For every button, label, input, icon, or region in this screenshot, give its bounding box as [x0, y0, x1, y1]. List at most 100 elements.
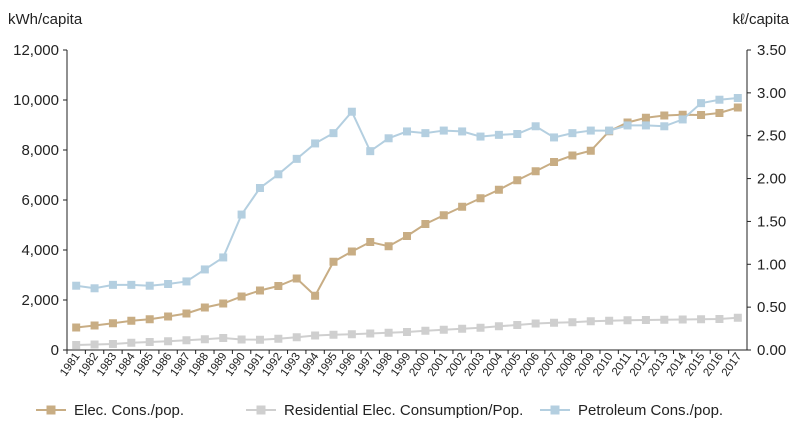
series-point — [329, 330, 338, 339]
series-line — [76, 106, 739, 329]
series-point — [366, 147, 375, 156]
series-point — [421, 129, 430, 138]
series-point — [237, 292, 246, 301]
series-point — [550, 158, 559, 166]
series-point — [347, 107, 356, 116]
series-point — [292, 333, 301, 342]
series-point — [200, 265, 209, 274]
series-point — [145, 281, 154, 290]
series-point — [586, 126, 595, 135]
series-point — [715, 315, 724, 323]
legend-entry: Residential Elec. Consumption/Pop. — [246, 402, 523, 419]
series-point — [219, 253, 228, 262]
series-point — [403, 127, 411, 136]
series-point — [513, 176, 522, 185]
series-point — [72, 341, 81, 349]
series-point — [421, 326, 430, 335]
series-point — [697, 315, 706, 324]
legend-entry: Elec. Cons./pop. — [36, 402, 184, 419]
series-point — [72, 323, 81, 332]
series-point — [311, 291, 320, 300]
series-point — [255, 335, 264, 344]
series-point — [219, 299, 228, 308]
series-point — [274, 170, 283, 179]
series-point — [678, 115, 687, 124]
series-point — [733, 94, 742, 102]
series-2 — [72, 313, 742, 349]
series-point — [127, 280, 136, 289]
series-point — [660, 315, 669, 324]
series-point — [127, 316, 136, 325]
series-1 — [72, 103, 742, 332]
right-axis-tick-label: 2.00 — [757, 171, 786, 188]
series-point — [476, 323, 485, 332]
left-axis-tick-label: 12,000 — [13, 42, 59, 59]
series-point — [200, 335, 209, 344]
series-point — [384, 328, 393, 337]
series-point — [182, 336, 191, 345]
series-point — [513, 321, 522, 329]
series-point — [458, 127, 467, 136]
legend-swatch-marker — [256, 405, 266, 415]
series-point — [182, 277, 191, 286]
series-point — [439, 126, 448, 135]
right-axis-tick-label: 2.50 — [757, 128, 786, 145]
series-point — [421, 220, 430, 228]
series-point — [605, 126, 614, 135]
series-point — [403, 232, 411, 240]
series-point — [90, 284, 99, 293]
series-3 — [72, 94, 742, 293]
right-axis-tick-label: 0.50 — [757, 299, 786, 316]
series-point — [182, 309, 191, 318]
right-axis-tick-label: 0.00 — [757, 342, 786, 359]
right-axis-tick-label: 3.00 — [757, 85, 786, 102]
left-axis-tick-label: 10,000 — [13, 92, 59, 109]
series-point — [641, 113, 650, 122]
series-point — [403, 328, 411, 336]
series-point — [733, 313, 742, 322]
series-point — [458, 202, 467, 211]
axes: 0 2,000 4,000 6,000 8,000 10,000 12,000 0.00 0.5… — [13, 42, 786, 379]
series-point — [715, 109, 724, 117]
series-point — [660, 122, 669, 131]
series-point — [531, 122, 540, 131]
series-point — [347, 247, 356, 256]
series-point — [329, 129, 338, 138]
x-axis-tick-label: 2010 — [591, 351, 616, 379]
series-point — [733, 103, 742, 112]
left-axis-tick-label: 2,000 — [21, 292, 59, 309]
series-point — [697, 111, 706, 119]
series-point — [458, 324, 467, 333]
series-point — [366, 238, 375, 246]
series-point — [329, 257, 338, 266]
series-point — [568, 151, 577, 160]
series-point — [237, 335, 246, 344]
series-line — [76, 97, 738, 290]
series-point — [164, 312, 173, 321]
legend: Elec. Cons./pop. Residential Elec. Consum… — [36, 402, 723, 419]
series-point — [531, 319, 540, 328]
series-point — [255, 184, 264, 192]
series-point — [605, 316, 614, 325]
series-point — [108, 340, 117, 348]
series-point — [697, 99, 706, 108]
legend-swatch-marker — [46, 405, 56, 415]
legend-swatch-marker — [550, 405, 560, 415]
legend-label: Residential Elec. Consumption/Pop. — [284, 402, 523, 419]
series-point — [641, 121, 650, 130]
series-point — [476, 194, 485, 203]
series-point — [90, 340, 99, 349]
series-point — [72, 281, 81, 290]
left-axis-tick-label: 0 — [51, 342, 59, 359]
left-axis-tick-label: 8,000 — [21, 142, 59, 159]
legend-entry: Petroleum Cons./pop. — [540, 402, 723, 419]
series-point — [660, 111, 669, 120]
series-point — [678, 315, 687, 324]
right-axis-unit-label: kℓ/capita — [732, 11, 789, 28]
series-point — [200, 303, 209, 312]
series-point — [439, 211, 448, 220]
series-point — [476, 132, 485, 141]
series-point — [255, 286, 264, 295]
